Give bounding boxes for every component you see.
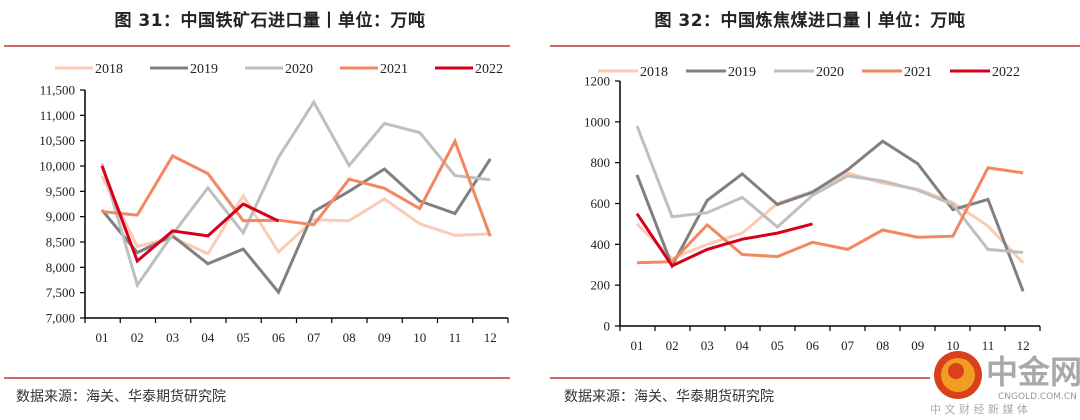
x-tick-label: 06: [806, 338, 820, 353]
series-line-2019: [637, 141, 1023, 291]
y-tick-label: 7,500: [46, 285, 75, 300]
footer-divider: [550, 377, 930, 379]
legend-label-2020: 2020: [816, 65, 844, 80]
legend-label-2022: 2022: [992, 65, 1020, 80]
cngold-watermark: 中金网 CNGOLD.COM.CN 中 文 财 经 新 媒 体: [920, 345, 1080, 416]
x-tick-label: 11: [449, 330, 462, 345]
y-tick-label: 0: [604, 319, 611, 334]
series-line-2021: [102, 141, 490, 236]
x-tick-label: 06: [272, 330, 286, 345]
y-tick-label: 9,000: [46, 209, 75, 224]
watermark-domain: CNGOLD.COM.CN: [998, 392, 1077, 402]
x-tick-label: 05: [771, 338, 784, 353]
y-tick-label: 7,000: [46, 311, 75, 326]
y-tick-label: 600: [591, 196, 611, 211]
cngold-logo-icon: 中金网 CNGOLD.COM.CN 中 文 财 经 新 媒 体: [920, 345, 1080, 416]
y-tick-label: 10,000: [39, 159, 75, 174]
x-tick-label: 09: [378, 330, 391, 345]
legend-label-2021: 2021: [904, 65, 932, 80]
y-tick-label: 9,500: [46, 184, 75, 199]
x-tick-label: 07: [841, 338, 855, 353]
x-tick-label: 07: [307, 330, 321, 345]
x-tick-label: 10: [413, 330, 426, 345]
y-tick-label: 11,000: [40, 108, 75, 123]
legend-label-2020: 2020: [285, 62, 313, 77]
iron-ore-line-chart: 7,000 7,500 8,000 8,500 9,000 9,500 10,000 10,5…: [0, 0, 540, 416]
watermark-brand: 中金网: [986, 353, 1080, 391]
x-tick-label: 04: [201, 330, 215, 345]
y-tick-label: 11,500: [40, 83, 75, 98]
y-tick-label: 1200: [584, 74, 610, 89]
legend-label-2021: 2021: [380, 62, 408, 77]
y-tick-label: 800: [591, 155, 611, 170]
legend-label-2019: 2019: [728, 65, 756, 80]
series-line-2020: [637, 126, 1023, 253]
x-tick-label: 04: [736, 338, 750, 353]
x-tick-label: 12: [484, 330, 497, 345]
legend-label-2018: 2018: [95, 62, 123, 77]
series-line-2020: [102, 102, 490, 285]
y-tick-label: 8,000: [46, 260, 75, 275]
x-tick-label: 01: [631, 338, 644, 353]
x-tick-label: 08: [343, 330, 356, 345]
y-tick-label: 10,500: [39, 133, 75, 148]
data-source: 数据来源：海关、华泰期货研究院: [564, 386, 774, 406]
x-tick-label: 08: [876, 338, 889, 353]
watermark-tagline: 中 文 财 经 新 媒 体: [930, 402, 1028, 416]
y-tick-label: 1000: [584, 114, 610, 129]
legend-label-2022: 2022: [475, 62, 503, 77]
footer-divider: [4, 377, 510, 379]
data-source: 数据来源：海关、华泰期货研究院: [16, 386, 226, 406]
y-tick-label: 400: [591, 237, 611, 252]
y-tick-label: 200: [591, 278, 611, 293]
x-tick-label: 03: [701, 338, 714, 353]
y-tick-label: 8,500: [46, 235, 75, 250]
legend-label-2018: 2018: [640, 65, 668, 80]
x-tick-label: 03: [166, 330, 179, 345]
legend-label-2019: 2019: [190, 62, 218, 77]
x-tick-label: 01: [96, 330, 109, 345]
x-tick-label: 02: [666, 338, 679, 353]
x-tick-label: 05: [237, 330, 250, 345]
x-tick-label: 02: [131, 330, 144, 345]
